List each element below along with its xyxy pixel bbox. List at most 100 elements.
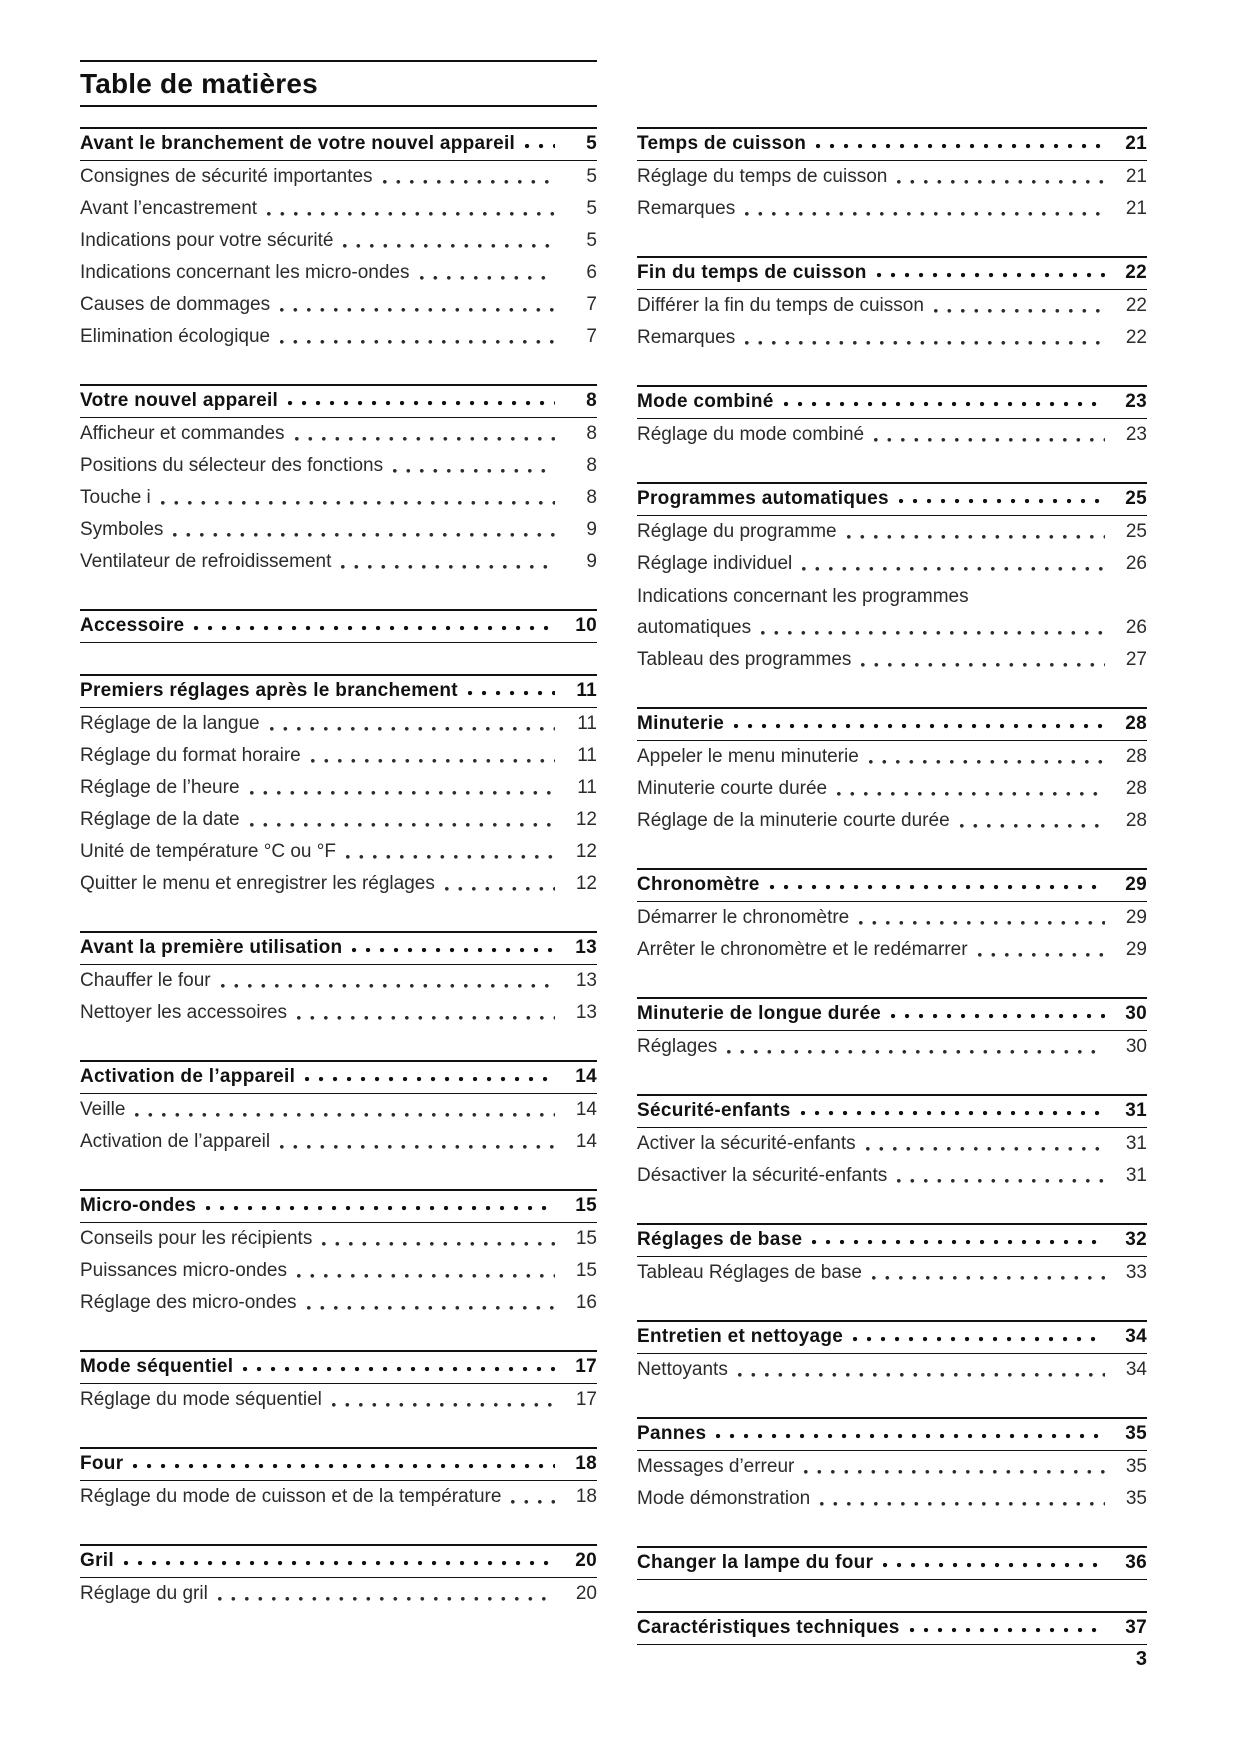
toc-entry-page: 31 bbox=[1125, 1165, 1147, 1186]
toc-section-entries: Réglage du mode combiné 23 bbox=[637, 419, 1147, 451]
toc-entry-page: 12 bbox=[575, 873, 597, 894]
toc-entry-label: Tableau des programmes bbox=[637, 649, 852, 670]
toc-section-page: 25 bbox=[1125, 488, 1147, 509]
dot-leader bbox=[890, 1003, 1105, 1025]
dot-leader bbox=[933, 290, 1105, 322]
toc-entry-page: 11 bbox=[577, 777, 597, 798]
toc-entry: Symboles 9 bbox=[80, 514, 597, 546]
toc-entry-page: 29 bbox=[1125, 939, 1147, 960]
toc-entry-label: Tableau Réglages de base bbox=[637, 1262, 863, 1283]
toc-entry: Réglage de la minuterie courte durée 28 bbox=[637, 805, 1147, 837]
dot-leader bbox=[123, 1550, 555, 1572]
toc-entry-label: Réglage du mode combiné bbox=[637, 424, 865, 445]
toc-section-entries: Réglage du mode séquentiel 17 bbox=[80, 1384, 597, 1416]
dot-leader bbox=[909, 1617, 1105, 1639]
toc-section-title: Micro-ondes bbox=[80, 1195, 197, 1216]
toc-section-entries: Nettoyants 34 bbox=[637, 1354, 1147, 1386]
toc-entry: Réglage de l’heure 11 bbox=[80, 772, 597, 804]
toc-section-title: Réglages de base bbox=[637, 1229, 803, 1250]
toc-entry-page: 5 bbox=[586, 230, 597, 251]
dot-leader bbox=[331, 1384, 555, 1416]
dot-leader bbox=[716, 1423, 1105, 1445]
toc-entry: automatiques 26 bbox=[637, 612, 1147, 644]
dot-leader bbox=[511, 1481, 555, 1513]
toc-entry: Avant l’encastrement 5 bbox=[80, 193, 597, 225]
toc-section-heading: Mode séquentiel 17 bbox=[80, 1350, 597, 1384]
toc-section: Avant le branchement de votre nouvel app… bbox=[80, 127, 597, 353]
toc-section-page: 8 bbox=[586, 390, 597, 411]
toc-entry: Réglage du gril 20 bbox=[80, 1578, 597, 1610]
toc-section-heading: Programmes automatiques 25 bbox=[637, 482, 1147, 516]
toc-section-page: 34 bbox=[1125, 1326, 1147, 1347]
toc-section-page: 32 bbox=[1125, 1229, 1147, 1250]
toc-section-title: Entretien et nettoyage bbox=[637, 1326, 844, 1347]
toc-section-page: 15 bbox=[575, 1195, 597, 1216]
toc-section: Réglages de base 32 Tableau Réglages de … bbox=[637, 1223, 1147, 1289]
page-title: Table de matières bbox=[80, 68, 318, 99]
toc-section-page: 37 bbox=[1125, 1617, 1147, 1638]
toc-section-title: Accessoire bbox=[80, 615, 185, 636]
dot-leader bbox=[525, 133, 555, 155]
toc-entry: Activer la sécurité-enfants 31 bbox=[637, 1128, 1147, 1160]
toc-entry-label: Causes de dommages bbox=[80, 294, 271, 315]
toc-entry-label: Puissances micro-ondes bbox=[80, 1260, 287, 1281]
toc-entry-page: 12 bbox=[575, 809, 597, 830]
dot-leader bbox=[243, 1356, 555, 1378]
dot-leader bbox=[160, 482, 555, 514]
toc-entry-label: Réglage du mode séquentiel bbox=[80, 1389, 322, 1410]
toc-entry-page: 15 bbox=[575, 1260, 597, 1281]
dot-leader bbox=[727, 1031, 1105, 1063]
dot-leader bbox=[876, 262, 1105, 284]
toc-entry: Conseils pour les récipients 15 bbox=[80, 1223, 597, 1255]
toc-entry-label: Réglage du mode de cuisson et de la temp… bbox=[80, 1486, 502, 1507]
toc-section-heading: Minuterie de longue durée 30 bbox=[637, 997, 1147, 1031]
toc-section-page: 35 bbox=[1125, 1423, 1147, 1444]
dot-leader bbox=[800, 1100, 1105, 1122]
toc-title-block: Table de matières bbox=[80, 60, 597, 107]
toc-section: Accessoire 10 bbox=[80, 609, 597, 643]
toc-section-heading: Temps de cuisson 21 bbox=[637, 127, 1147, 161]
toc-entry-page: 17 bbox=[575, 1389, 597, 1410]
toc-entry-page: 35 bbox=[1125, 1456, 1147, 1477]
dot-leader bbox=[467, 680, 555, 702]
toc-section: Sécurité-enfants 31 Activer la sécurité-… bbox=[637, 1094, 1147, 1192]
toc-section-heading: Accessoire 10 bbox=[80, 609, 597, 643]
toc-entry-label: Touche i bbox=[80, 487, 151, 508]
dot-leader bbox=[419, 257, 555, 289]
toc-entry-label: Positions du sélecteur des fonctions bbox=[80, 455, 384, 476]
toc-section-page: 36 bbox=[1125, 1552, 1147, 1573]
toc-entry-page: 31 bbox=[1125, 1133, 1147, 1154]
toc-entry-label: Elimination écologique bbox=[80, 326, 271, 347]
toc-column-left: Avant le branchement de votre nouvel app… bbox=[80, 127, 597, 1641]
toc-entry-page: 28 bbox=[1125, 778, 1147, 799]
toc-section-heading: Votre nouvel appareil 8 bbox=[80, 384, 597, 418]
toc-section: Activation de l’appareil 14 Veille 14 Ac… bbox=[80, 1060, 597, 1158]
dot-leader bbox=[249, 804, 555, 836]
toc-entry-label: Réglage de la langue bbox=[80, 713, 260, 734]
toc-entry-page: 29 bbox=[1125, 907, 1147, 928]
toc-section: Chronomètre 29 Démarrer le chronomètre 2… bbox=[637, 868, 1147, 966]
dot-leader bbox=[865, 1128, 1105, 1160]
dot-leader bbox=[737, 1354, 1105, 1386]
toc-section-heading: Entretien et nettoyage 34 bbox=[637, 1320, 1147, 1354]
dot-leader bbox=[802, 548, 1105, 580]
dot-leader bbox=[280, 321, 555, 353]
toc-section-page: 10 bbox=[575, 615, 597, 636]
toc-section-title: Sécurité-enfants bbox=[637, 1100, 791, 1121]
toc-entry: Réglage du mode combiné 23 bbox=[637, 419, 1147, 451]
toc-entry-page: 13 bbox=[575, 1002, 597, 1023]
toc-section-page: 14 bbox=[575, 1066, 597, 1087]
toc-entry: Messages d’erreur 35 bbox=[637, 1451, 1147, 1483]
dot-leader bbox=[173, 514, 555, 546]
toc-section: Minuterie de longue durée 30 Réglages 30 bbox=[637, 997, 1147, 1063]
toc-entry: Différer la fin du temps de cuisson 22 bbox=[637, 290, 1147, 322]
toc-entry: Touche i 8 bbox=[80, 482, 597, 514]
dot-leader bbox=[343, 225, 555, 257]
toc-entry: Positions du sélecteur des fonctions 8 bbox=[80, 450, 597, 482]
toc-entry-page: 20 bbox=[575, 1583, 597, 1604]
dot-leader bbox=[883, 1552, 1105, 1574]
toc-section-page: 23 bbox=[1125, 391, 1147, 412]
dot-leader bbox=[382, 161, 555, 193]
toc-entry: Elimination écologique 7 bbox=[80, 321, 597, 353]
toc-section: Minuterie 28 Appeler le menu minuterie 2… bbox=[637, 707, 1147, 837]
